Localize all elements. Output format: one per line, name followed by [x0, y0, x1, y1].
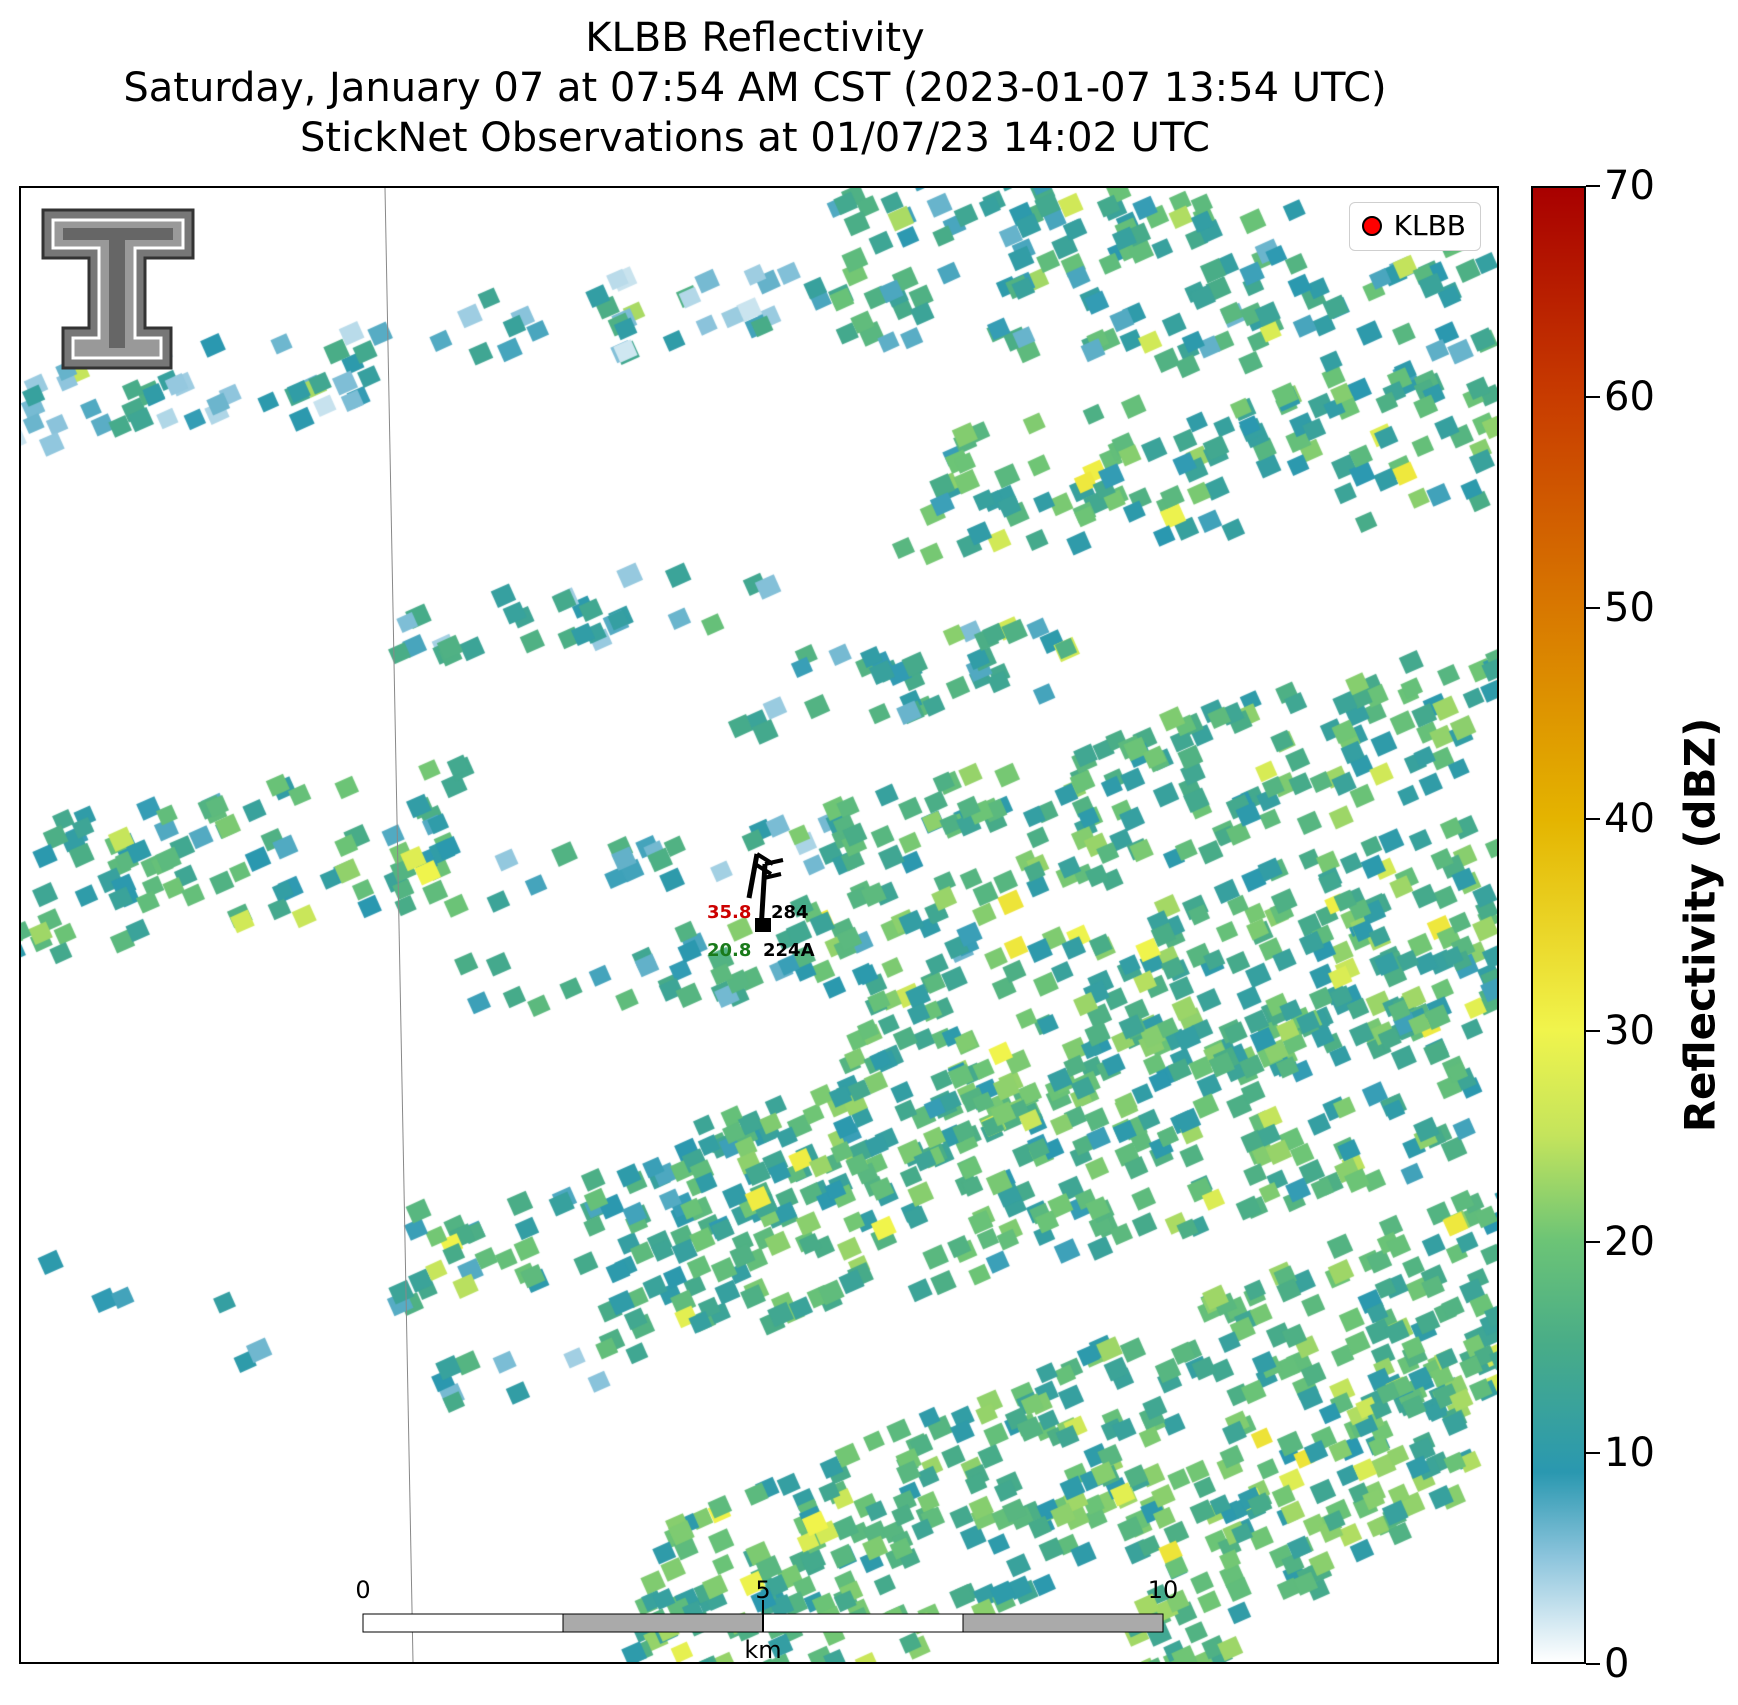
colorbar-tick-label: 0 — [1604, 1641, 1630, 1687]
texas-tech-double-t-logo — [41, 208, 195, 370]
colorbar-tick-mark — [1586, 818, 1600, 821]
scale-tick-10: 10 — [1148, 1576, 1179, 1604]
title-line-1: KLBB Reflectivity — [585, 15, 925, 61]
map-legend: KLBB — [1348, 202, 1481, 251]
station-224a-value: 20.8 — [707, 940, 751, 961]
station-224a-id: 224A — [763, 940, 815, 961]
colorbar-tick-mark — [1586, 1029, 1600, 1032]
klbb-marker-icon — [1361, 215, 1382, 236]
colorbar-tick-mark — [1586, 607, 1600, 610]
colorbar-tick-mark — [1586, 1451, 1600, 1454]
title-line-2: Saturday, January 07 at 07:54 AM CST (20… — [123, 65, 1387, 111]
colorbar-tick-mark — [1586, 1240, 1600, 1243]
station-224a-wind-barb — [755, 858, 784, 932]
colorbar-tick-label: 60 — [1604, 374, 1655, 421]
colorbar-tick-mark — [1586, 396, 1600, 399]
colorbar-tick-label: 70 — [1604, 163, 1655, 209]
colorbar-title: Reflectivity (dBZ) — [1675, 717, 1725, 1133]
county-boundary-line — [384, 188, 414, 1662]
station-284-value: 35.8 — [707, 902, 751, 923]
legend-label: KLBB — [1393, 209, 1466, 242]
radar-map: 35.8 284 20.8 224A 0 5 10 km KLBB — [19, 186, 1499, 1664]
colorbar-tick-mark — [1586, 1663, 1600, 1665]
map-overlay: 35.8 284 20.8 224A 0 5 10 km — [41, 188, 1178, 1662]
station-284-id: 284 — [771, 902, 809, 923]
scale-tick-5: 5 — [755, 1576, 770, 1604]
colorbar — [1531, 186, 1586, 1664]
colorbar-tick-label: 10 — [1604, 1429, 1655, 1476]
colorbar-tick-label: 40 — [1604, 796, 1655, 843]
title-line-3: StickNet Observations at 01/07/23 14:02 … — [300, 115, 1210, 161]
scale-tick-0: 0 — [355, 1576, 370, 1604]
colorbar-tick-mark — [1586, 185, 1600, 187]
colorbar-tick-label: 50 — [1604, 585, 1655, 632]
scale-bar: 0 5 10 km — [355, 1576, 1178, 1662]
scale-unit: km — [744, 1636, 781, 1662]
colorbar-tick-label: 30 — [1604, 1007, 1655, 1054]
colorbar-tick-label: 20 — [1604, 1218, 1655, 1265]
